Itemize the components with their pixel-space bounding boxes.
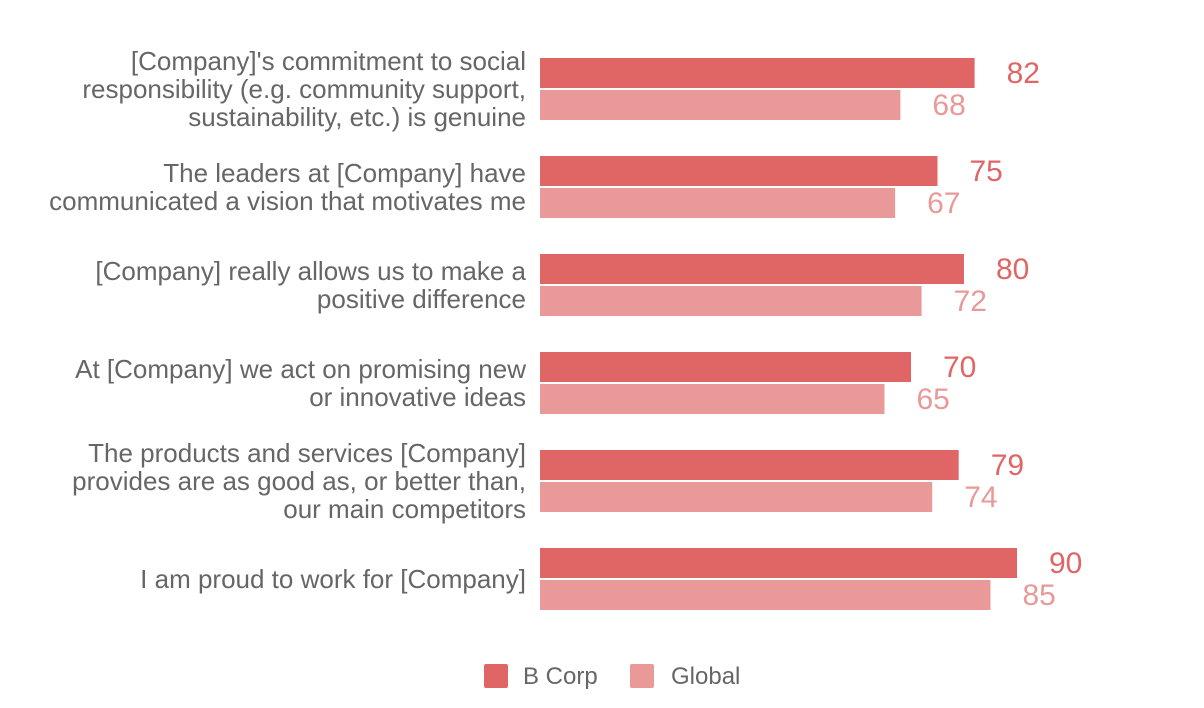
category-label: [Company]'s commitment to social responsi… (82, 46, 526, 132)
category-label-line: I am proud to work for [Company] (140, 564, 526, 594)
value-label: 72 (954, 285, 987, 318)
bar-global (540, 188, 896, 218)
category-label: At [Company] we act on promising new or i… (75, 354, 526, 412)
bar-global (540, 90, 901, 120)
category-label-line: provides are as good as, or better than, (72, 466, 526, 496)
legend-label: B Corp (523, 663, 598, 690)
category-label-line: [Company]'s commitment to social (131, 46, 526, 76)
bar-b-corp (540, 548, 1017, 578)
category-label-line: The products and services [Company] (88, 438, 526, 468)
legend-swatch (630, 664, 654, 688)
bar-b-corp (540, 352, 911, 382)
value-label: 75 (970, 155, 1003, 188)
value-label: 67 (927, 187, 960, 220)
category-label: [Company] really allows us to make a posi… (95, 256, 526, 314)
bar-global (540, 286, 922, 316)
bar-global (540, 384, 885, 414)
value-label: 85 (1023, 579, 1056, 612)
category-label-line: The leaders at [Company] have (163, 158, 526, 188)
legend-item-b-corp: B Corp (484, 663, 598, 690)
category-label: The leaders at [Company] have communicate… (49, 158, 526, 216)
bar-global (540, 482, 933, 512)
category-label-line: [Company] really allows us to make a (95, 256, 526, 286)
value-label: 68 (932, 89, 965, 122)
value-label: 90 (1049, 547, 1082, 580)
category-label-line: communicated a vision that motivates me (49, 186, 526, 216)
bar-b-corp (540, 450, 959, 480)
value-label: 70 (943, 351, 976, 384)
bar-global (540, 580, 991, 610)
category-label-line: our main competitors (283, 494, 526, 524)
category-label: I am proud to work for [Company] (140, 564, 526, 594)
category-label: The products and services [Company] provi… (72, 438, 526, 524)
category-label-line: or innovative ideas (309, 382, 526, 412)
value-label: 79 (991, 449, 1024, 482)
category-label-line: sustainability, etc.) is genuine (188, 102, 526, 132)
legend-swatch (484, 664, 508, 688)
bar-b-corp (540, 156, 938, 186)
legend-label: Global (671, 663, 740, 690)
category-label-line: responsibility (e.g. community support, (82, 74, 526, 104)
value-label: 65 (917, 383, 950, 416)
bar-b-corp (540, 254, 964, 284)
value-label: 82 (1007, 57, 1040, 90)
category-label-line: positive difference (317, 284, 526, 314)
value-label: 80 (996, 253, 1029, 286)
value-label: 74 (964, 481, 997, 514)
legend-item-global: Global (630, 663, 740, 690)
bar-b-corp (540, 58, 975, 88)
category-label-line: At [Company] we act on promising new (75, 354, 526, 384)
